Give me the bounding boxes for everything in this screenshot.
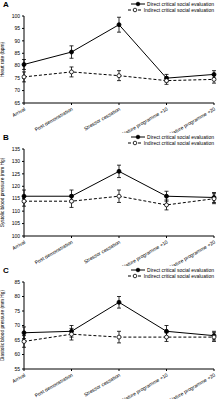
svg-text:75: 75 [14, 75, 20, 81]
html-text:A: A [3, 0, 9, 9]
svg-text:Nature programme +20: Nature programme +20 [168, 372, 216, 399]
svg-text:130: 130 [12, 158, 21, 164]
svg-text:70: 70 [14, 322, 20, 328]
svg-text:Nature programme +10: Nature programme +10 [121, 106, 169, 133]
svg-text:100: 100 [12, 13, 21, 19]
html-text:C: C [3, 266, 9, 275]
svg-text:85: 85 [14, 279, 20, 285]
svg-text:110: 110 [12, 208, 20, 214]
svg-text:95: 95 [14, 25, 20, 31]
svg-text:Nature programme +20: Nature programme +20 [168, 106, 216, 133]
svg-text:Systolic blood pressure (mm Hg: Systolic blood pressure (mm Hg) [0, 157, 5, 227]
svg-text:Post demonstration: Post demonstration [33, 239, 73, 266]
html-text:Indirect critical social evalu: Indirect critical social evaluation [143, 140, 214, 146]
svg-text:105: 105 [12, 220, 21, 226]
html-text:Indirect critical social evalu: Indirect critical social evaluation [143, 273, 214, 279]
html-text:B: B [3, 133, 9, 142]
svg-text:65: 65 [14, 100, 20, 106]
svg-text:65: 65 [14, 337, 20, 343]
svg-text:Post demonstration: Post demonstration [33, 106, 73, 133]
svg-text:55: 55 [14, 366, 20, 372]
svg-text:120: 120 [12, 183, 21, 189]
svg-text:70: 70 [14, 87, 20, 93]
svg-text:75: 75 [14, 308, 20, 314]
svg-text:Arrival: Arrival [11, 239, 26, 251]
svg-text:90: 90 [14, 38, 20, 44]
svg-text:Post demonstration: Post demonstration [33, 372, 73, 399]
svg-text:Stressor cessation: Stressor cessation [83, 372, 122, 398]
svg-text:115: 115 [12, 195, 20, 201]
html-text:Indirect critical social evalu: Indirect critical social evaluation [143, 7, 214, 13]
svg-text:60: 60 [14, 351, 20, 357]
svg-text:Stressor cessation: Stressor cessation [83, 239, 122, 265]
svg-text:Arrival: Arrival [11, 106, 26, 118]
svg-text:100: 100 [12, 233, 21, 239]
svg-text:135: 135 [12, 146, 21, 152]
html-text:Direct critical social evaluat: Direct critical social evaluation [147, 134, 214, 140]
html-text:Direct critical social evaluat: Direct critical social evaluation [147, 267, 214, 273]
svg-text:Heart rate (bpm): Heart rate (bpm) [0, 42, 5, 78]
svg-text:Diastolic blood pressure (mm H: Diastolic blood pressure (mm Hg) [0, 290, 5, 362]
svg-text:Arrival: Arrival [11, 372, 26, 384]
svg-text:Nature programme +20: Nature programme +20 [168, 239, 216, 266]
svg-text:Nature programme +10: Nature programme +10 [121, 372, 169, 399]
svg-text:Stressor cessation: Stressor cessation [83, 106, 122, 132]
svg-text:80: 80 [14, 293, 20, 299]
svg-text:80: 80 [14, 62, 20, 68]
svg-text:85: 85 [14, 50, 20, 56]
svg-text:125: 125 [12, 171, 21, 177]
html-text:Direct critical social evaluat: Direct critical social evaluation [147, 1, 214, 7]
svg-text:Nature programme +10: Nature programme +10 [121, 239, 169, 266]
